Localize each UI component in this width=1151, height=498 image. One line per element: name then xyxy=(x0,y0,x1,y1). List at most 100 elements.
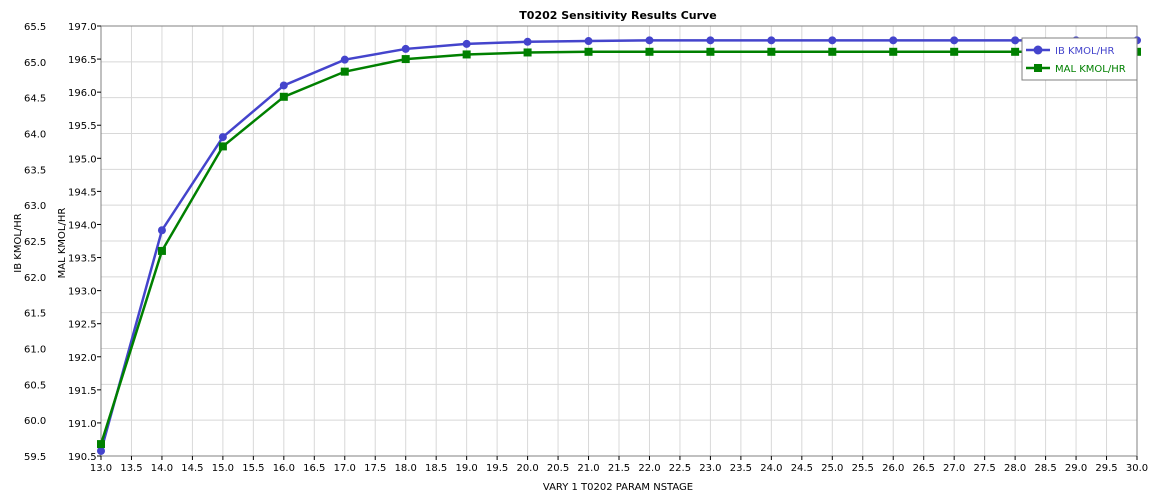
y-left-tick-label: 63.0 xyxy=(24,201,46,212)
mal-data-point xyxy=(340,67,349,76)
x-tick-label: 14.0 xyxy=(151,463,173,474)
x-tick-label: 15.5 xyxy=(242,463,264,474)
ib-data-point xyxy=(401,44,410,53)
x-tick-label: 30.0 xyxy=(1126,463,1148,474)
y-right-tick-label: 193.5 xyxy=(68,254,97,265)
mal-data-point xyxy=(279,92,288,101)
x-tick-label: 24.5 xyxy=(791,463,813,474)
y-left-tick-label: 65.0 xyxy=(24,58,46,69)
x-tick-label: 13.5 xyxy=(120,463,142,474)
x-tick-label: 20.5 xyxy=(547,463,569,474)
ib-data-point xyxy=(279,81,288,90)
mal-data-point xyxy=(828,47,837,56)
x-tick-label: 15.0 xyxy=(212,463,234,474)
mal-data-point xyxy=(950,47,959,56)
mal-data-point xyxy=(706,47,715,56)
ib-data-point xyxy=(462,39,471,48)
x-axis-ticks: 13.0 13.5 14.0 14.5 15.0 15.5 16.0 16.5 17.0 17.5… xyxy=(90,456,1148,474)
y-left-tick-label: 61.0 xyxy=(24,345,46,356)
y-left-tick-label: 65.5 xyxy=(24,22,46,33)
x-tick-label: 16.0 xyxy=(273,463,295,474)
ib-data-point xyxy=(950,36,959,45)
x-tick-label: 27.5 xyxy=(974,463,996,474)
x-tick-label: 26.5 xyxy=(913,463,935,474)
series-line-ib xyxy=(99,39,1137,452)
y-left-axis-ticks: 59.5 60.0 60.5 61.0 61.5 62.0 62.5 63.0 63.5 64.0… xyxy=(24,22,46,463)
y-right-tick-label: 193.0 xyxy=(68,287,97,298)
x-tick-label: 17.0 xyxy=(334,463,356,474)
mal-data-point xyxy=(462,50,471,59)
y-right-axis-ticks: 190.5 191.0 191.5 192.0 192.5 193.0 193.5 194.0… xyxy=(68,22,101,463)
mal-data-point xyxy=(157,246,166,255)
mal-data-point xyxy=(97,440,105,449)
legend: IB KMOL/HR MAL KMOL/HR xyxy=(1021,37,1138,81)
y-right-tick-label: 191.5 xyxy=(68,386,97,397)
y-left-tick-label: 63.5 xyxy=(24,165,46,176)
x-tick-label: 18.5 xyxy=(425,463,447,474)
x-axis-label: VARY 1 T0202 PARAM NSTAGE xyxy=(543,482,693,493)
ib-data-point xyxy=(157,226,166,235)
x-tick-label: 25.5 xyxy=(852,463,874,474)
mal-data-point xyxy=(584,47,593,56)
y-right-tick-label: 191.0 xyxy=(68,419,97,430)
series-layer xyxy=(97,36,1141,455)
y-right-tick-label: 192.5 xyxy=(68,320,97,331)
x-tick-label: 29.0 xyxy=(1065,463,1087,474)
y-left-tick-label: 62.0 xyxy=(24,273,46,284)
y-right-tick-label: 195.0 xyxy=(68,154,97,165)
ib-data-point xyxy=(218,133,227,142)
x-tick-label: 23.0 xyxy=(699,463,721,474)
ib-data-point xyxy=(584,37,593,46)
ib-data-point xyxy=(97,446,105,455)
x-tick-label: 24.0 xyxy=(760,463,782,474)
ib-data-point xyxy=(828,36,837,45)
y-left-tick-label: 60.5 xyxy=(24,380,46,391)
ib-data-point xyxy=(889,36,898,45)
y-left-tick-label: 64.5 xyxy=(24,94,46,105)
legend-marker-ib xyxy=(1033,45,1043,55)
x-tick-label: 19.0 xyxy=(456,463,478,474)
y-left-tick-label: 59.5 xyxy=(24,452,46,463)
mal-data-point xyxy=(218,142,227,151)
x-tick-label: 21.5 xyxy=(608,463,630,474)
mal-data-point xyxy=(523,48,532,57)
ib-data-point xyxy=(1011,36,1020,45)
mal-data-point xyxy=(767,47,776,56)
ib-data-point xyxy=(706,36,715,45)
x-tick-label: 22.5 xyxy=(669,463,691,474)
x-tick-label: 19.5 xyxy=(486,463,508,474)
series-line-mal xyxy=(99,50,1137,445)
mal-data-point xyxy=(889,47,898,56)
x-tick-label: 27.0 xyxy=(943,463,965,474)
x-tick-label: 28.5 xyxy=(1034,463,1056,474)
ib-data-point xyxy=(340,55,349,64)
x-tick-label: 25.0 xyxy=(821,463,843,474)
legend-label-mal: MAL KMOL/HR xyxy=(1055,64,1126,75)
y-right-tick-label: 196.5 xyxy=(68,55,97,66)
mal-data-point xyxy=(1011,47,1020,56)
y-left-tick-label: 64.0 xyxy=(24,130,46,141)
legend-box xyxy=(1021,37,1138,81)
y-right-tick-label: 196.0 xyxy=(68,88,97,99)
x-tick-label: 13.0 xyxy=(90,463,112,474)
x-tick-label: 17.5 xyxy=(364,463,386,474)
y-left-tick-label: 60.0 xyxy=(24,416,46,427)
y-left-axis-label: IB KMOL/HR xyxy=(13,213,24,273)
x-tick-label: 22.0 xyxy=(638,463,660,474)
ib-data-point xyxy=(767,36,776,45)
y-right-axis-label: MAL KMOL/HR xyxy=(57,208,68,279)
legend-label-ib: IB KMOL/HR xyxy=(1055,46,1115,57)
grid xyxy=(100,25,1138,457)
y-left-tick-label: 61.5 xyxy=(24,309,46,320)
x-tick-label: 29.5 xyxy=(1095,463,1117,474)
x-tick-label: 21.0 xyxy=(577,463,599,474)
y-right-tick-label: 197.0 xyxy=(68,22,97,33)
legend-marker-mal xyxy=(1034,64,1042,72)
x-tick-label: 26.0 xyxy=(882,463,904,474)
x-tick-label: 28.0 xyxy=(1004,463,1026,474)
y-right-tick-label: 194.0 xyxy=(68,220,97,231)
mal-data-point xyxy=(645,47,654,56)
y-right-tick-label: 190.5 xyxy=(68,452,97,463)
mal-data-point xyxy=(401,55,410,64)
